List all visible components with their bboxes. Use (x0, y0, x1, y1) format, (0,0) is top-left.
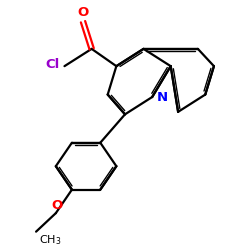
Text: O: O (52, 199, 63, 212)
Text: O: O (78, 6, 89, 19)
Text: CH$_3$: CH$_3$ (38, 234, 61, 247)
Text: N: N (156, 90, 168, 104)
Text: Cl: Cl (46, 58, 60, 71)
